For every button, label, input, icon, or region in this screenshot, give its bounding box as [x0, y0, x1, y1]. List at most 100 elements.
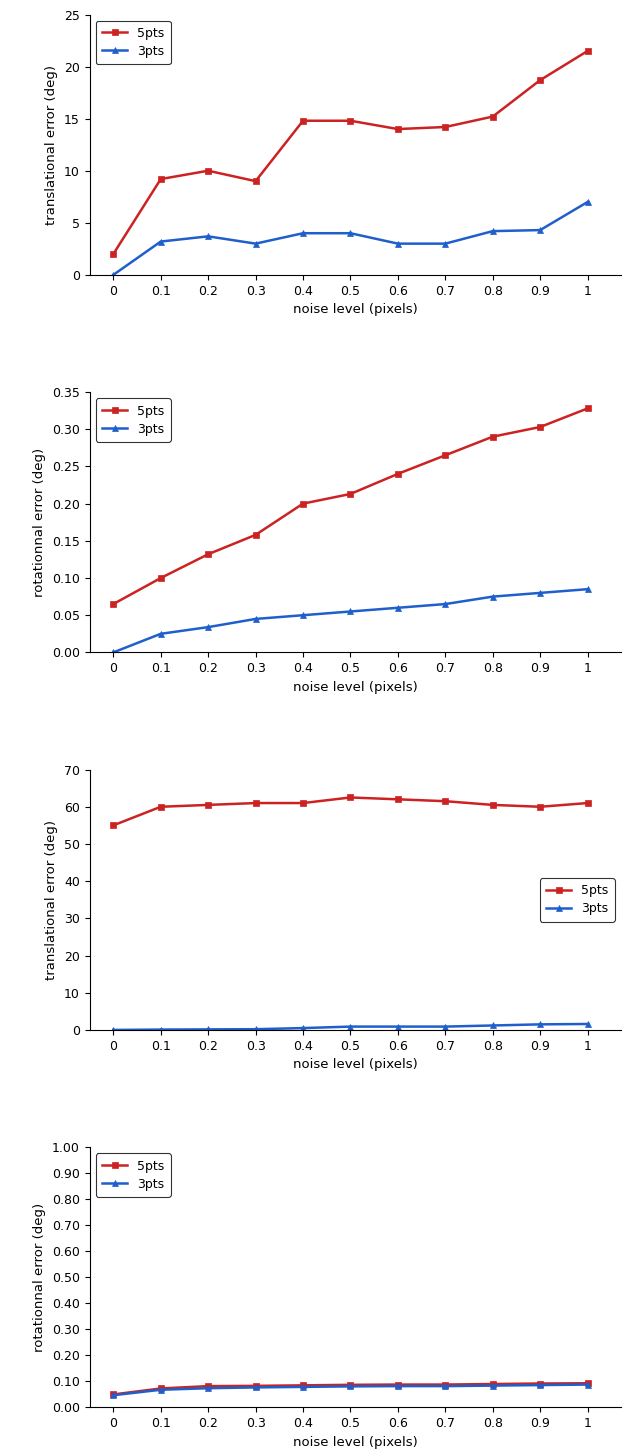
X-axis label: noise level (pixels): noise level (pixels) [293, 303, 417, 316]
3pts [109, 1387, 117, 1405]
3pts [394, 1019, 402, 1036]
5pts [252, 794, 259, 811]
3pts [252, 1378, 259, 1396]
5pts [442, 119, 449, 136]
5pts [157, 569, 164, 586]
5pts [584, 42, 591, 59]
3pts [252, 611, 259, 628]
Line: 3pts: 3pts [110, 199, 591, 279]
Y-axis label: rotationnal error (deg): rotationnal error (deg) [33, 448, 46, 596]
X-axis label: noise level (pixels): noise level (pixels) [293, 1058, 417, 1071]
Y-axis label: rotationnal error (deg): rotationnal error (deg) [33, 1203, 46, 1352]
5pts [347, 112, 355, 129]
3pts [204, 618, 212, 636]
Line: 3pts: 3pts [110, 1381, 591, 1399]
3pts [157, 1381, 164, 1399]
3pts [489, 588, 497, 605]
3pts [204, 1020, 212, 1037]
5pts [489, 428, 497, 445]
5pts [442, 792, 449, 810]
5pts [252, 1377, 259, 1394]
3pts [394, 1377, 402, 1394]
3pts [536, 222, 544, 239]
3pts [252, 235, 259, 252]
3pts [536, 585, 544, 602]
3pts [442, 235, 449, 252]
3pts [442, 1019, 449, 1036]
5pts [536, 418, 544, 435]
3pts [489, 1377, 497, 1394]
5pts [584, 399, 591, 416]
Legend: 5pts, 3pts: 5pts, 3pts [96, 1154, 171, 1197]
5pts [299, 794, 307, 811]
5pts [204, 797, 212, 814]
X-axis label: noise level (pixels): noise level (pixels) [293, 1435, 417, 1448]
5pts [252, 173, 259, 190]
3pts [536, 1016, 544, 1033]
5pts [204, 163, 212, 180]
3pts [299, 1020, 307, 1037]
X-axis label: noise level (pixels): noise level (pixels) [293, 681, 417, 694]
5pts [347, 485, 355, 502]
5pts [536, 798, 544, 815]
Legend: 5pts, 3pts: 5pts, 3pts [96, 20, 171, 64]
3pts [204, 228, 212, 245]
3pts [157, 232, 164, 250]
3pts [204, 1380, 212, 1397]
5pts [442, 1376, 449, 1393]
Legend: 5pts, 3pts: 5pts, 3pts [96, 398, 171, 441]
5pts [157, 170, 164, 187]
3pts [584, 1376, 591, 1393]
5pts [299, 112, 307, 129]
3pts [584, 193, 591, 210]
Line: 5pts: 5pts [110, 48, 591, 257]
5pts [109, 817, 117, 834]
3pts [299, 225, 307, 242]
5pts [489, 107, 497, 125]
3pts [252, 1020, 259, 1037]
3pts [442, 1377, 449, 1394]
3pts [157, 1022, 164, 1039]
Line: 3pts: 3pts [110, 1020, 591, 1033]
5pts [109, 245, 117, 263]
5pts [442, 447, 449, 464]
3pts [347, 1019, 355, 1036]
3pts [109, 266, 117, 283]
3pts [299, 607, 307, 624]
5pts [109, 1386, 117, 1403]
5pts [252, 527, 259, 544]
Line: 5pts: 5pts [110, 794, 591, 829]
3pts [347, 602, 355, 620]
Line: 3pts: 3pts [110, 586, 591, 656]
3pts [299, 1378, 307, 1396]
5pts [536, 71, 544, 89]
3pts [394, 235, 402, 252]
3pts [394, 599, 402, 617]
5pts [394, 466, 402, 483]
5pts [489, 797, 497, 814]
3pts [489, 1017, 497, 1035]
5pts [157, 798, 164, 815]
5pts [394, 791, 402, 808]
3pts [442, 595, 449, 612]
Line: 5pts: 5pts [110, 1380, 591, 1397]
3pts [109, 644, 117, 662]
3pts [109, 1022, 117, 1039]
3pts [536, 1377, 544, 1394]
3pts [584, 580, 591, 598]
Legend: 5pts, 3pts: 5pts, 3pts [540, 878, 614, 921]
5pts [204, 1377, 212, 1394]
5pts [347, 789, 355, 807]
5pts [489, 1376, 497, 1393]
5pts [347, 1376, 355, 1393]
5pts [584, 794, 591, 811]
3pts [489, 222, 497, 239]
3pts [347, 1377, 355, 1394]
5pts [299, 495, 307, 512]
5pts [584, 1374, 591, 1392]
5pts [536, 1374, 544, 1392]
3pts [157, 625, 164, 643]
Line: 5pts: 5pts [110, 405, 591, 608]
5pts [394, 120, 402, 138]
5pts [109, 595, 117, 612]
